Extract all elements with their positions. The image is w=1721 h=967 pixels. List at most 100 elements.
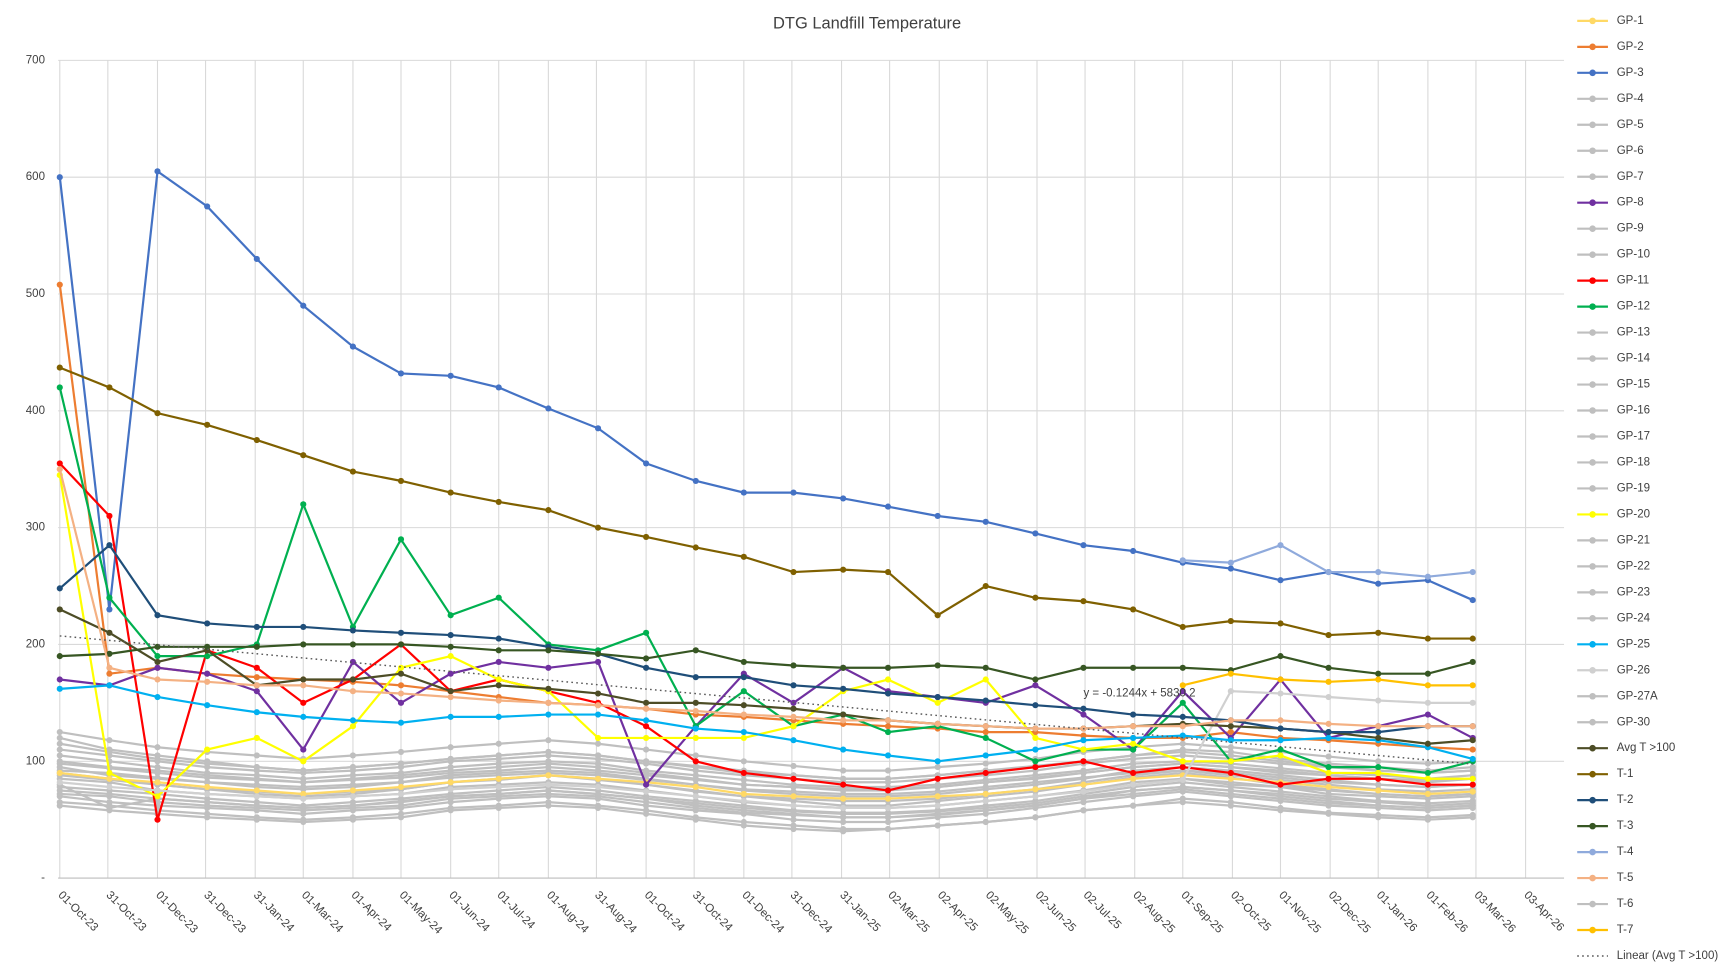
data-point <box>1424 781 1431 788</box>
data-point <box>1032 734 1039 741</box>
data-point <box>56 364 63 371</box>
data-point <box>1130 734 1137 741</box>
data-point <box>790 816 797 823</box>
data-point <box>1179 740 1186 747</box>
data-point <box>790 568 797 576</box>
data-point <box>56 760 63 767</box>
series-line <box>59 366 1473 640</box>
data-point <box>934 802 941 809</box>
legend-marker <box>1589 926 1596 934</box>
data-point <box>1325 568 1332 576</box>
data-point <box>1277 790 1284 798</box>
data-point <box>1375 769 1382 777</box>
data-point <box>594 783 602 791</box>
data-point <box>840 804 847 812</box>
data-point <box>1469 775 1476 782</box>
data-point <box>692 647 699 654</box>
series-line <box>59 742 1473 780</box>
data-point <box>56 752 63 759</box>
data-point <box>982 734 989 741</box>
data-point <box>840 711 847 718</box>
series-line <box>59 788 1473 819</box>
data-point <box>1424 635 1431 642</box>
data-point <box>154 410 161 417</box>
data-point <box>154 793 161 800</box>
data-point <box>1032 774 1039 781</box>
data-point <box>300 804 307 812</box>
data-point <box>1130 752 1137 759</box>
data-point <box>447 779 454 786</box>
data-point <box>934 512 941 520</box>
data-point <box>1277 746 1284 753</box>
data-point <box>447 713 454 720</box>
data-point <box>840 781 847 788</box>
legend-label: GP-14 <box>1617 353 1651 365</box>
legend-label: GP-10 <box>1617 249 1650 261</box>
data-point <box>253 764 260 771</box>
data-point <box>1325 769 1332 777</box>
data-point <box>692 544 699 551</box>
legend-label: GP-9 <box>1617 223 1644 235</box>
data-point <box>692 758 699 765</box>
series <box>56 682 1476 765</box>
data-point <box>643 717 650 724</box>
data-point <box>56 779 63 786</box>
data-point <box>56 799 63 806</box>
data-point <box>982 818 989 826</box>
data-point <box>643 705 650 712</box>
data-point <box>840 566 847 573</box>
legend-label: GP-25 <box>1617 638 1650 650</box>
data-point <box>349 814 357 821</box>
data-point <box>1227 618 1234 625</box>
data-point <box>692 762 699 770</box>
data-point <box>56 460 63 467</box>
data-point <box>1130 547 1137 555</box>
data-point <box>692 776 699 784</box>
data-point <box>1469 746 1476 753</box>
data-point <box>643 655 650 662</box>
data-point <box>253 734 260 741</box>
data-point <box>740 674 747 681</box>
data-point <box>1277 577 1284 584</box>
data-point <box>397 477 405 484</box>
series-line <box>59 462 1473 820</box>
data-point <box>1080 711 1087 718</box>
data-point <box>1080 807 1087 814</box>
data-point <box>545 685 552 692</box>
data-point <box>884 568 892 576</box>
data-point <box>840 685 847 692</box>
series-line <box>58 169 1474 610</box>
data-point <box>253 802 260 809</box>
data-point <box>1277 737 1284 744</box>
data-point <box>545 764 552 771</box>
data-point <box>740 804 747 812</box>
data-point <box>1179 748 1186 755</box>
data-point <box>594 775 602 782</box>
data-point <box>349 676 357 683</box>
data-point <box>253 688 260 695</box>
data-point <box>349 717 357 724</box>
data-point <box>740 658 747 666</box>
data-point <box>1325 764 1332 771</box>
series-line <box>59 790 1473 824</box>
data-point <box>349 752 357 759</box>
data-point <box>300 746 307 753</box>
data-point <box>1469 682 1476 689</box>
data-point <box>594 752 602 759</box>
y-tick-label: 300 <box>26 522 45 534</box>
series <box>56 783 1476 817</box>
legend-marker <box>1589 641 1596 648</box>
legend-label: T-3 <box>1617 820 1634 832</box>
data-point <box>790 802 797 809</box>
y-tick-label: 100 <box>26 755 45 767</box>
data-point <box>1032 793 1039 800</box>
legend-label: GP-26 <box>1617 664 1650 676</box>
data-point <box>790 762 797 770</box>
data-point <box>1325 728 1332 736</box>
data-point <box>1130 802 1137 809</box>
data-point <box>1375 629 1382 636</box>
legend-marker <box>1589 303 1596 310</box>
data-point <box>1375 787 1382 794</box>
data-point <box>1080 793 1087 800</box>
data-point <box>1227 670 1234 677</box>
